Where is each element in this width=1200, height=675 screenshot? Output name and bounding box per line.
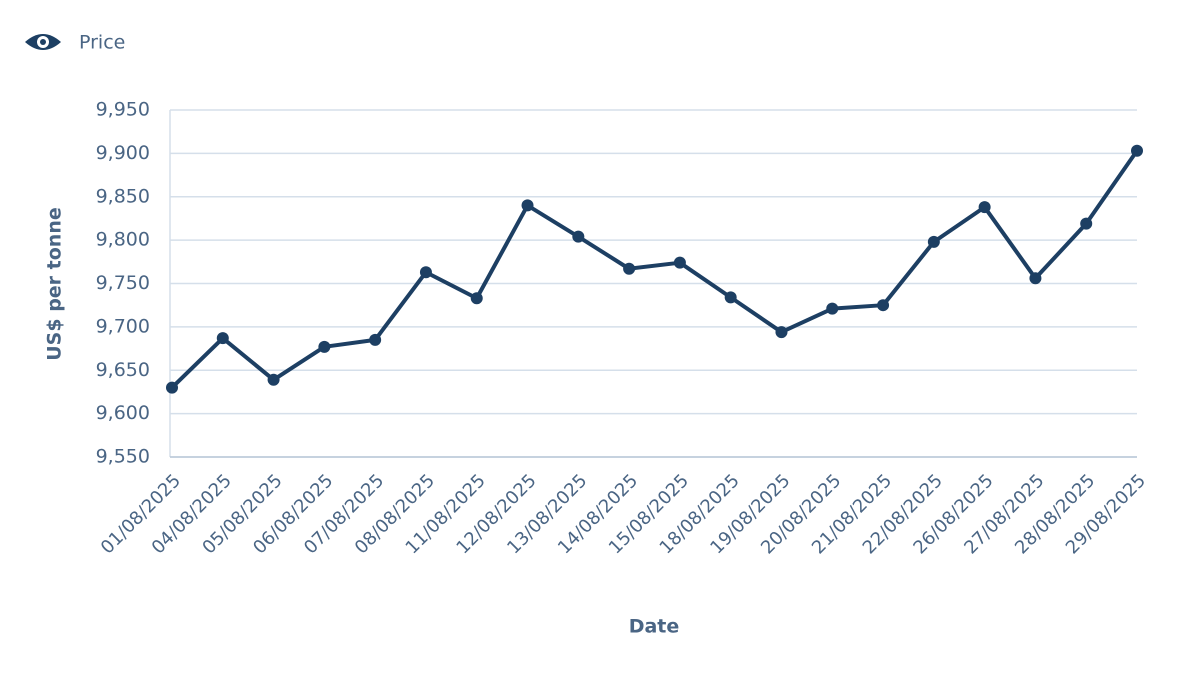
y-tick-label: 9,900 xyxy=(96,142,150,164)
y-axis-title: US$ per tonne xyxy=(44,207,66,361)
point xyxy=(166,381,178,394)
point xyxy=(267,373,280,386)
x-axis-title: Date xyxy=(629,616,680,638)
point xyxy=(216,332,229,345)
point xyxy=(318,340,331,353)
point xyxy=(877,299,890,312)
y-tick-label: 9,800 xyxy=(96,229,150,251)
point xyxy=(623,262,636,275)
legend-icon-pupil xyxy=(40,39,46,45)
legend-label: Price xyxy=(79,32,125,54)
point xyxy=(1080,217,1093,230)
point xyxy=(724,291,737,304)
point xyxy=(978,201,991,214)
point xyxy=(1131,144,1143,157)
point xyxy=(673,256,686,269)
point xyxy=(927,235,940,248)
point xyxy=(419,266,432,279)
y-tick-label: 9,700 xyxy=(96,315,150,337)
point xyxy=(470,292,483,305)
y-tick-label: 9,550 xyxy=(96,446,150,468)
y-tick-label: 9,850 xyxy=(96,185,150,207)
y-tick-label: 9,750 xyxy=(96,272,150,294)
y-tick-label: 9,950 xyxy=(96,99,150,121)
point xyxy=(775,326,788,339)
point xyxy=(572,230,585,243)
y-tick-label: 9,600 xyxy=(96,402,150,424)
point xyxy=(826,302,839,315)
y-tick-label: 9,650 xyxy=(96,359,150,381)
line xyxy=(170,149,1139,390)
point xyxy=(521,199,534,212)
point xyxy=(369,333,382,346)
legend-item[interactable]: Price xyxy=(25,32,125,54)
point xyxy=(1029,272,1042,285)
